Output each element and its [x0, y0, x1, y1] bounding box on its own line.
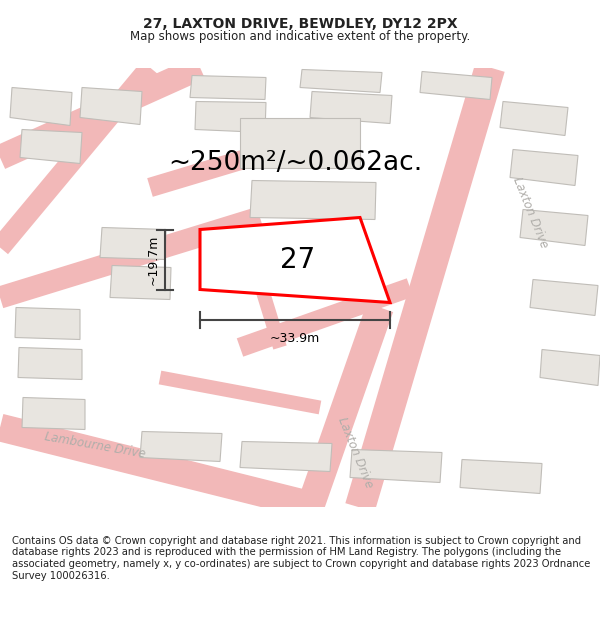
Text: Map shows position and indicative extent of the property.: Map shows position and indicative extent… — [130, 30, 470, 42]
Text: ~33.9m: ~33.9m — [270, 331, 320, 344]
Polygon shape — [350, 449, 442, 482]
Text: Contains OS data © Crown copyright and database right 2021. This information is : Contains OS data © Crown copyright and d… — [12, 536, 590, 581]
Polygon shape — [195, 101, 266, 132]
Text: 27, LAXTON DRIVE, BEWDLEY, DY12 2PX: 27, LAXTON DRIVE, BEWDLEY, DY12 2PX — [143, 17, 457, 31]
Polygon shape — [240, 441, 332, 471]
Polygon shape — [18, 348, 82, 379]
Text: Laxton Drive: Laxton Drive — [335, 415, 375, 490]
Text: Lambourne Drive: Lambourne Drive — [44, 430, 146, 461]
Polygon shape — [110, 266, 171, 299]
Polygon shape — [420, 71, 492, 99]
Polygon shape — [100, 228, 166, 259]
Polygon shape — [22, 398, 85, 429]
Polygon shape — [240, 118, 360, 168]
Polygon shape — [540, 349, 600, 386]
Polygon shape — [15, 308, 80, 339]
Polygon shape — [10, 88, 72, 126]
Text: ~250m²/~0.062ac.: ~250m²/~0.062ac. — [168, 149, 422, 176]
Polygon shape — [80, 88, 142, 124]
Polygon shape — [500, 101, 568, 136]
Polygon shape — [20, 129, 82, 164]
Text: Laxton Drive: Laxton Drive — [510, 175, 550, 250]
Polygon shape — [250, 181, 376, 219]
Polygon shape — [300, 69, 382, 92]
Polygon shape — [510, 149, 578, 186]
Text: ~19.7m: ~19.7m — [147, 234, 160, 285]
Polygon shape — [190, 76, 266, 99]
Polygon shape — [200, 217, 390, 302]
Polygon shape — [140, 431, 222, 461]
Polygon shape — [520, 209, 588, 246]
Polygon shape — [460, 459, 542, 494]
Polygon shape — [310, 91, 392, 124]
Polygon shape — [530, 279, 598, 316]
Text: 27: 27 — [280, 246, 315, 274]
